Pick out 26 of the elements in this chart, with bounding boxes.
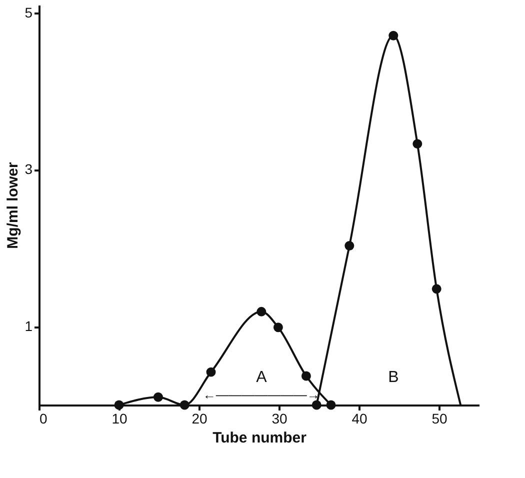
y-tick-label: 1 — [24, 318, 33, 334]
y-tick-label: 3 — [24, 161, 33, 178]
y-axis-title: Mg/ml lower — [4, 162, 22, 249]
point — [326, 400, 336, 410]
point — [273, 322, 283, 332]
y-tick-label: 5 — [24, 4, 33, 20]
x-tick-label: 30 — [272, 410, 288, 426]
point — [301, 371, 311, 381]
x-tick-label: 40 — [352, 410, 368, 426]
point — [344, 241, 354, 251]
point — [206, 367, 216, 377]
x-axis-title: Tube number — [212, 430, 307, 446]
x-tick-label: 20 — [192, 410, 208, 426]
x-tick-label: 0 — [40, 410, 48, 426]
point — [432, 284, 442, 294]
annotation: A — [256, 369, 268, 386]
point — [256, 306, 266, 316]
x-tick-label: 10 — [112, 410, 128, 426]
point — [388, 30, 398, 40]
annotation: B — [388, 369, 399, 386]
point — [312, 400, 322, 410]
point — [412, 139, 422, 149]
point — [180, 400, 190, 410]
point — [153, 392, 163, 402]
annotation: ←———————→ — [202, 387, 320, 402]
x-tick-label: 50 — [432, 410, 448, 426]
